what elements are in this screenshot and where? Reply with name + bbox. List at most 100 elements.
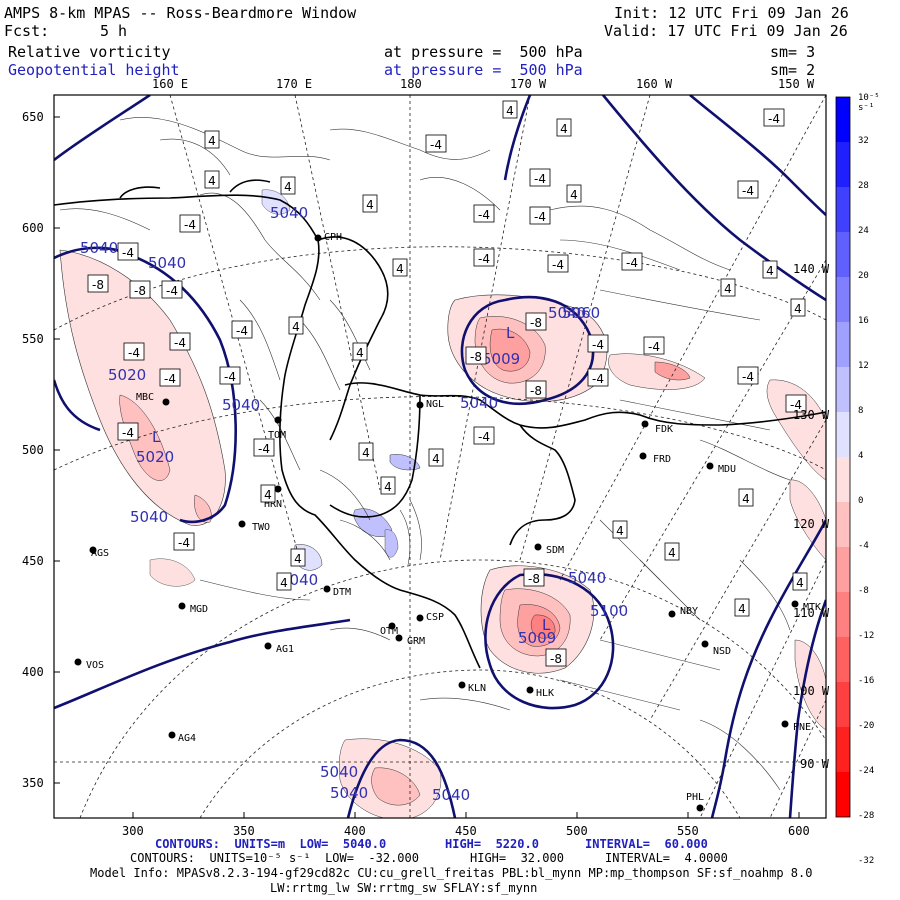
vorticity-label-negative: -4: [626, 256, 638, 270]
vorticity-label-positive: 4: [796, 576, 804, 590]
model-info-line2: LW:rrtmg_lw SW:rrtmg_sw SFLAY:sf_mynn: [270, 881, 538, 895]
station-label: CPH: [324, 232, 342, 243]
station-label: NBY: [680, 606, 698, 617]
field1-pressure: at pressure = 500 hPa: [384, 43, 583, 61]
station-label: PNE: [793, 722, 811, 733]
colorbar-tick-label: 12: [858, 361, 869, 371]
y-tick-label: 450: [22, 554, 44, 568]
height-contour-label: 5040: [460, 394, 498, 412]
colorbar-tick-label: 24: [858, 226, 869, 236]
lon-label-right: 130 W: [793, 408, 830, 422]
vorticity-label-positive: 4: [506, 104, 514, 118]
colorbar-swatch: [836, 457, 850, 502]
vorticity-label-negative: -4: [768, 112, 780, 126]
vorticity-contours: [59, 117, 791, 791]
height-contour-label: 5040: [320, 763, 358, 781]
vorticity-label-negative: -4: [742, 184, 754, 198]
height-contour-interval: INTERVAL= 60.000: [585, 837, 708, 851]
vorticity-label-negative: -4: [552, 258, 564, 272]
station-marker: [534, 543, 542, 551]
station-marker: [641, 420, 649, 428]
vorticity-label-positive: 4: [284, 180, 292, 194]
station-marker: [264, 642, 272, 650]
vorticity-label-negative: -4: [534, 210, 546, 224]
colorbar-tick-label: -20: [858, 721, 875, 731]
height-contour-label: 5040: [432, 786, 470, 804]
vorticity-label-positive: 4: [264, 488, 272, 502]
vorticity-label-positive: 4: [738, 602, 746, 616]
lon-label-top: 180: [400, 77, 422, 91]
colorbar-tick-label: 4: [858, 451, 864, 461]
colorbar-tick-label: 16: [858, 316, 869, 326]
vorticity-label-positive: 4: [208, 174, 216, 188]
station-marker: [89, 546, 97, 554]
height-contour-label: 5040: [222, 396, 260, 414]
lon-label-right: 110 W: [793, 606, 830, 620]
station-marker: [168, 731, 176, 739]
station-label: AG4: [178, 733, 196, 744]
forecast-value: 5 h: [100, 22, 128, 40]
vorticity-label-negative-8: -8: [530, 384, 542, 398]
vorticity-label-negative: -4: [478, 252, 490, 266]
height-contour-label: 5040: [270, 204, 308, 222]
vorticity-label-negative: -4: [430, 138, 442, 152]
vorticity-label-negative: -4: [224, 370, 236, 384]
height-contour-label: 5040: [130, 508, 168, 526]
vorticity-label-positive: 4: [396, 262, 404, 276]
lon-label-top: 150 W: [778, 77, 815, 91]
vorticity-label-negative: -4: [258, 442, 270, 456]
vorticity-label-positive: 4: [294, 552, 302, 566]
map-title: AMPS 8-km MPAS -- Ross-Beardmore Window: [4, 4, 357, 22]
station-label: SDM: [546, 545, 564, 556]
vorticity-label-positive: 4: [668, 546, 676, 560]
valid-time: Valid: 17 UTC Fri 09 Jan 26: [604, 22, 848, 40]
height-contours: [54, 95, 826, 818]
vorticity-label-negative-8: -8: [134, 284, 146, 298]
y-tick-label: 550: [22, 332, 44, 346]
vorticity-label-positive: 4: [432, 452, 440, 466]
vorticity-contour-info: CONTOURS: UNITS=10⁻⁵ s⁻¹ LOW= -32.000: [130, 851, 419, 865]
station-marker: [791, 600, 799, 608]
height-contour-label: 5020: [136, 448, 174, 466]
station-label: GRM: [407, 636, 425, 647]
lon-label-top: 160 E: [152, 77, 189, 91]
station-label: NSD: [713, 646, 731, 657]
vorticity-label-positive: 4: [570, 188, 578, 202]
y-tick-label: 650: [22, 110, 44, 124]
init-time: Init: 12 UTC Fri 09 Jan 26: [614, 4, 849, 22]
colorbar-swatch: [836, 277, 850, 322]
vorticity-contour-interval: INTERVAL= 4.0000: [605, 851, 728, 865]
colorbar-swatch: [836, 322, 850, 367]
colorbar-tick-label: 20: [858, 271, 869, 281]
colorbar-swatch: [836, 772, 850, 817]
vorticity-label-negative: -4: [178, 536, 190, 550]
station-label: NGL: [426, 399, 444, 410]
lon-label-top: 170 E: [276, 77, 313, 91]
colorbar-swatch: [836, 97, 850, 142]
height-contour-label: 5040: [548, 304, 586, 322]
field2-smoothing: sm= 2: [770, 61, 816, 79]
height-contour-info: CONTOURS: UNITS=m LOW= 5040.0: [155, 837, 387, 851]
x-tick-label: 400: [344, 824, 366, 838]
lon-label-top: 170 W: [510, 77, 547, 91]
station-label: AG1: [276, 644, 294, 655]
vorticity-label-positive: 4: [362, 446, 370, 460]
vorticity-label-negative: -4: [648, 340, 660, 354]
vorticity-label-positive: 4: [366, 198, 374, 212]
contour-labels: 5040 5040 5040 5020 5020 5040 5040 5040 5009 5040…: [80, 100, 808, 804]
y-tick-label: 350: [22, 776, 44, 790]
height-contour-label: 5040: [80, 239, 118, 257]
station-label: HRN: [264, 499, 282, 510]
station-label: TOM: [268, 430, 286, 441]
colorbar-swatch: [836, 232, 850, 277]
station-marker: [238, 520, 246, 528]
vorticity-label-positive: 4: [742, 492, 750, 506]
vorticity-label-negative: -4: [164, 372, 176, 386]
field2-pressure: at pressure = 500 hPa: [384, 61, 583, 79]
vorticity-label-negative-8: -8: [550, 652, 562, 666]
vorticity-label-negative: -4: [166, 284, 178, 298]
station-label: TWO: [252, 522, 270, 533]
vorticity-label-negative-8: -8: [92, 278, 104, 292]
x-tick-label: 500: [566, 824, 588, 838]
